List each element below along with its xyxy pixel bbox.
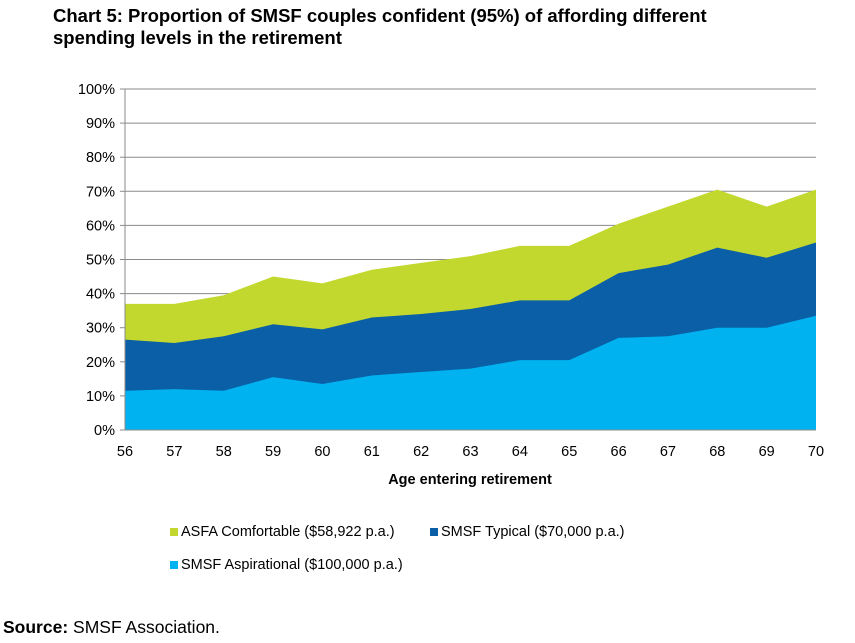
y-tick-label: 10%: [86, 389, 115, 405]
source-note: Source: SMSF Association.: [3, 617, 220, 638]
chart-title-line-2: spending levels in the retirement: [53, 27, 342, 48]
legend-swatch-asfa-comfortable: [170, 528, 178, 536]
source-text: SMSF Association.: [73, 617, 220, 637]
legend-label-smsf-aspirational: SMSF Aspirational ($100,000 p.a.): [181, 557, 403, 573]
area-smsf-aspirational: [125, 315, 816, 430]
y-tick-label: 100%: [78, 82, 115, 98]
y-tick-label: 70%: [86, 184, 115, 200]
x-tick-label: 69: [759, 444, 775, 460]
legend-label-asfa-comfortable: ASFA Comfortable ($58,922 p.a.): [181, 524, 395, 540]
legend-item-smsf-typical: SMSF Typical ($70,000 p.a.): [430, 523, 625, 541]
chart-svg: 0% 10% 20% 30% 40% 50% 60% 70% 80% 90% 100% 56 57 58…: [78, 82, 824, 488]
x-tick-label: 64: [512, 444, 528, 460]
y-tick-label: 20%: [86, 355, 115, 371]
y-tick-labels: 0% 10% 20% 30% 40% 50% 60% 70% 80% 90% 100%: [78, 82, 115, 439]
y-tick-label: 60%: [86, 218, 115, 234]
x-tick-label: 56: [117, 444, 133, 460]
x-tick-label: 66: [611, 444, 627, 460]
y-tick-label: 0%: [94, 423, 115, 439]
y-tick-label: 90%: [86, 116, 115, 132]
x-tick-label: 70: [808, 444, 824, 460]
chart-title-line-1: Chart 5: Proportion of SMSF couples conf…: [53, 5, 707, 26]
x-tick-label: 63: [462, 444, 478, 460]
legend-swatch-smsf-aspirational: [170, 561, 178, 569]
legend-label-smsf-typical: SMSF Typical ($70,000 p.a.): [441, 524, 625, 540]
chart-title: Chart 5: Proportion of SMSF couples conf…: [53, 5, 843, 49]
x-tick-label: 62: [413, 444, 429, 460]
x-tick-labels: 56 57 58 59 60 61 62 63 64 65 66 67 68 69 70: [117, 444, 824, 460]
legend-item-smsf-aspirational: SMSF Aspirational ($100,000 p.a.): [170, 556, 403, 574]
x-axis-title: Age entering retirement: [388, 472, 552, 488]
x-tick-label: 61: [364, 444, 380, 460]
x-tick-label: 59: [265, 444, 281, 460]
axes: [124, 89, 816, 431]
y-tick-label: 40%: [86, 287, 115, 303]
source-label: Source:: [3, 617, 69, 637]
legend-item-asfa-comfortable: ASFA Comfortable ($58,922 p.a.): [170, 523, 395, 541]
x-tick-label: 68: [709, 444, 725, 460]
x-tick-label: 67: [660, 444, 676, 460]
x-tick-label: 60: [314, 444, 330, 460]
y-tick-label: 30%: [86, 321, 115, 337]
legend-swatch-smsf-typical: [430, 528, 438, 536]
y-tick-label: 80%: [86, 150, 115, 166]
x-tick-label: 57: [166, 444, 182, 460]
area-series: [125, 189, 816, 430]
x-tick-label: 65: [561, 444, 577, 460]
x-tick-label: 58: [216, 444, 232, 460]
y-tick-label: 50%: [86, 253, 115, 269]
